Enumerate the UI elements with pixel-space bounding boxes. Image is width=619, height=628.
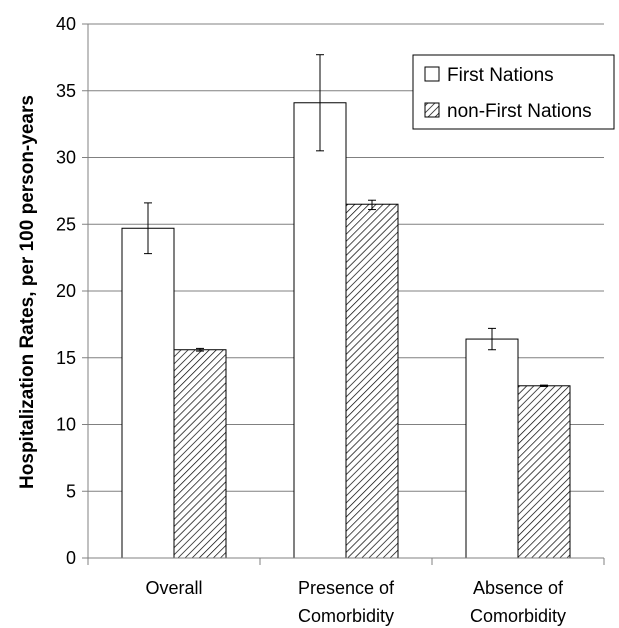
y-axis-title: Hospitalization Rates, per 100 person-ye… bbox=[17, 95, 38, 489]
y-tick-label: 40 bbox=[56, 14, 76, 34]
legend-swatch bbox=[424, 66, 440, 82]
category-label: Overall bbox=[145, 578, 202, 598]
category-label: Comorbidity bbox=[298, 606, 394, 626]
bar bbox=[465, 338, 519, 559]
bar bbox=[293, 102, 347, 559]
bar bbox=[121, 227, 175, 559]
legend-box bbox=[412, 54, 615, 130]
tick-labels: 0 5 10 15 20 25 30 35 40 Overall Presence of Comorb… bbox=[56, 14, 566, 626]
category-label: Presence of bbox=[298, 578, 395, 598]
y-tick-label: 5 bbox=[66, 481, 76, 501]
y-tick-label: 30 bbox=[56, 148, 76, 168]
category-label: Comorbidity bbox=[470, 606, 566, 626]
y-tick-label: 0 bbox=[66, 548, 76, 568]
y-tick-label: 20 bbox=[56, 281, 76, 301]
y-tick-label: 15 bbox=[56, 348, 76, 368]
bar bbox=[173, 349, 227, 559]
legend-swatch bbox=[424, 102, 440, 118]
bar bbox=[345, 203, 399, 559]
bar bbox=[517, 385, 571, 559]
axes bbox=[82, 23, 605, 565]
legend-label: non-First Nations bbox=[447, 101, 592, 122]
y-tick-label: 35 bbox=[56, 81, 76, 101]
y-tick-label: 25 bbox=[56, 214, 76, 234]
legend-label: First Nations bbox=[447, 65, 554, 86]
category-label: Absence of bbox=[473, 578, 564, 598]
y-tick-label: 10 bbox=[56, 415, 76, 435]
bars bbox=[121, 54, 571, 559]
legend: First Nations non-First Nations bbox=[412, 54, 615, 130]
